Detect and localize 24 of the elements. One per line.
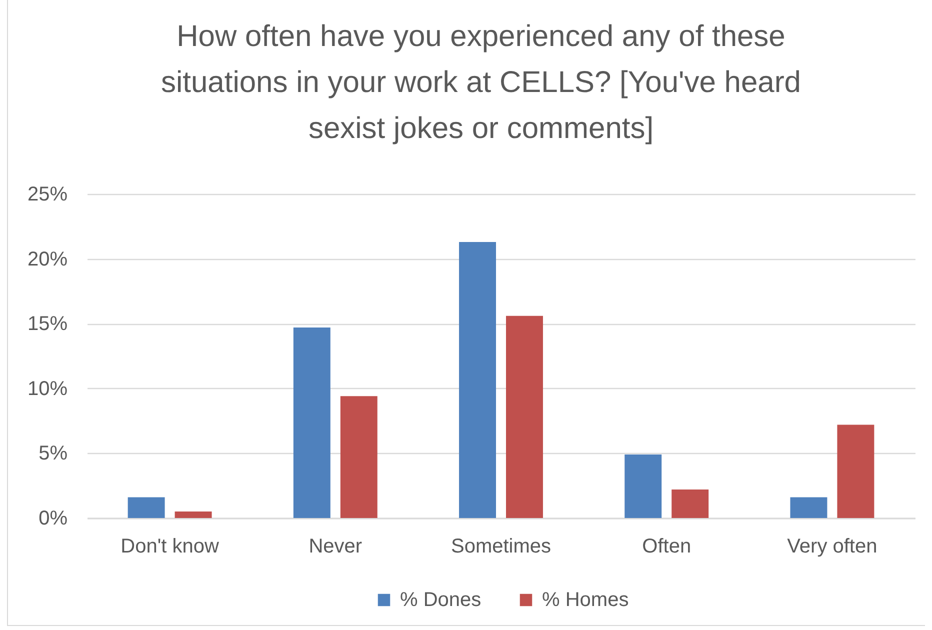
chart-title: How often have you experienced any of these situations in your work at CELLS? [You've heard sexist jokes or comments]	[161, 20, 801, 145]
bar	[624, 454, 662, 518]
bar	[340, 396, 378, 518]
bar	[128, 497, 165, 518]
x-tick-label: Don't know	[120, 536, 220, 558]
bar	[837, 424, 874, 518]
y-tick-label: 20%	[27, 248, 68, 270]
bar	[293, 327, 330, 518]
legend-label: % Dones	[400, 589, 482, 611]
bar	[790, 497, 828, 518]
x-tick-label: Sometimes	[450, 536, 552, 558]
bar	[672, 489, 709, 518]
y-tick-label: 25%	[27, 184, 68, 206]
x-tick-label: Very often	[787, 536, 878, 558]
x-tick-label: Never	[308, 536, 362, 558]
bar	[174, 512, 212, 518]
x-tick-label: Often	[642, 536, 692, 558]
y-tick-label: 15%	[27, 313, 68, 336]
bar	[506, 316, 543, 518]
y-tick-label: 5%	[38, 442, 68, 465]
y-tick-label: 10%	[27, 378, 68, 400]
y-tick-label: 0%	[38, 508, 68, 530]
legend-label: % Homes	[542, 589, 629, 611]
bar	[459, 242, 496, 518]
